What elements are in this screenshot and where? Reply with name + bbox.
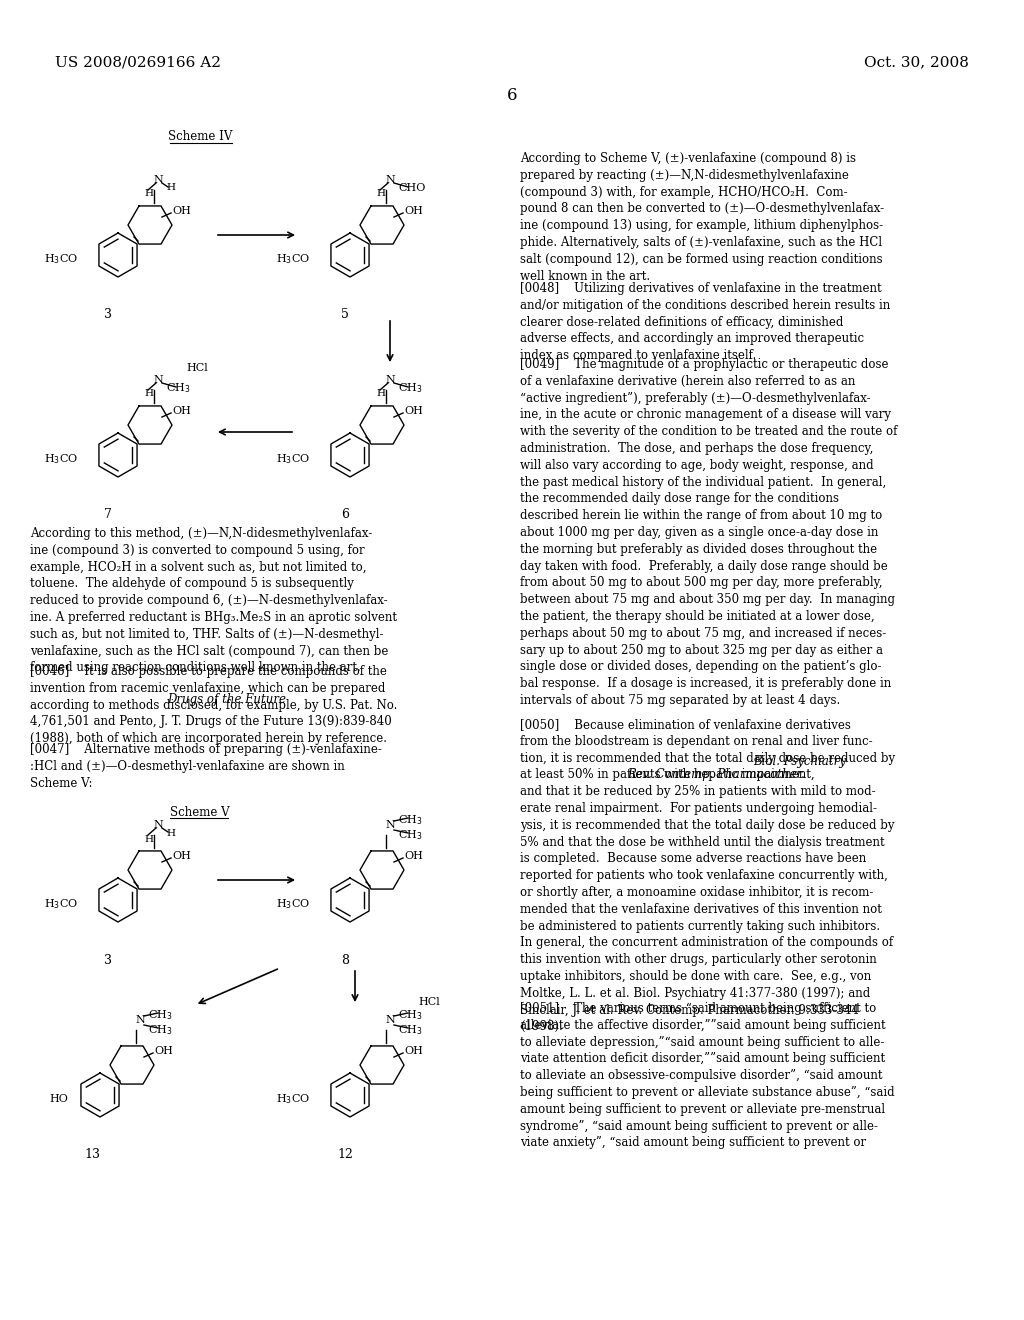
Text: [0046]    It is also possible to prepare the compounds of the
invention from rac: [0046] It is also possible to prepare th… [30, 665, 397, 746]
Text: H$_3$CO: H$_3$CO [275, 1092, 310, 1106]
Text: N: N [385, 820, 395, 830]
Text: US 2008/0269166 A2: US 2008/0269166 A2 [55, 55, 221, 69]
Text: CHO: CHO [398, 183, 425, 193]
Text: N: N [385, 1015, 395, 1026]
Text: 3: 3 [104, 953, 112, 966]
Text: 7: 7 [104, 508, 112, 521]
Text: 6: 6 [341, 508, 349, 521]
Text: OH: OH [404, 407, 423, 416]
Text: 6: 6 [507, 87, 517, 103]
Text: CH$_3$: CH$_3$ [398, 828, 423, 842]
Text: According to this method, (±)—N,N-didesmethylvenlafax-
ine (compound 3) is conve: According to this method, (±)—N,N-didesm… [30, 527, 397, 675]
Text: 3: 3 [104, 309, 112, 322]
Text: Drugs of the Future: Drugs of the Future [167, 693, 286, 706]
Text: CH$_3$: CH$_3$ [398, 1008, 423, 1022]
Text: Biol. Psychiatry: Biol. Psychiatry [753, 755, 846, 768]
Text: 13: 13 [84, 1148, 100, 1162]
Text: N: N [154, 375, 163, 385]
Text: CH$_3$: CH$_3$ [148, 1023, 173, 1038]
Text: Scheme V: Scheme V [170, 805, 229, 818]
Text: H: H [376, 389, 385, 399]
Text: H$_3$CO: H$_3$CO [275, 252, 310, 265]
Text: CH$_3$: CH$_3$ [398, 381, 423, 395]
Text: N: N [385, 375, 395, 385]
Text: OH: OH [154, 1045, 173, 1056]
Text: HO: HO [49, 1094, 68, 1104]
Text: N: N [385, 176, 395, 185]
Text: Rev. Contemp. Pharmacother.: Rev. Contemp. Pharmacother. [627, 768, 805, 781]
Text: CH$_3$: CH$_3$ [166, 381, 190, 395]
Text: H: H [376, 190, 385, 198]
Text: Oct. 30, 2008: Oct. 30, 2008 [864, 55, 969, 69]
Text: CH$_3$: CH$_3$ [148, 1008, 173, 1022]
Text: [0047]    Alternative methods of preparing (±)-venlafaxine-
:HCl and (±)—O-desme: [0047] Alternative methods of preparing … [30, 743, 382, 789]
Text: OH: OH [172, 407, 190, 416]
Text: H: H [144, 389, 153, 399]
Text: N: N [154, 820, 163, 830]
Text: N: N [154, 176, 163, 185]
Text: H$_3$CO: H$_3$CO [275, 898, 310, 911]
Text: 5: 5 [341, 309, 349, 322]
Text: H: H [144, 834, 153, 843]
Text: HCl: HCl [418, 997, 439, 1007]
Text: [0048]    Utilizing derivatives of venlafaxine in the treatment
and/or mitigatio: [0048] Utilizing derivatives of venlafax… [520, 282, 890, 362]
Text: N: N [135, 1015, 144, 1026]
Text: CH$_3$: CH$_3$ [398, 1023, 423, 1038]
Text: H: H [166, 829, 175, 837]
Text: H$_3$CO: H$_3$CO [44, 252, 78, 265]
Text: H: H [166, 183, 175, 193]
Text: OH: OH [404, 1045, 423, 1056]
Text: [0050]    Because elimination of venlafaxine derivatives
from the bloodstream is: [0050] Because elimination of venlafaxin… [520, 718, 895, 1034]
Text: OH: OH [172, 851, 190, 861]
Text: HCl: HCl [186, 363, 208, 374]
Text: [0051]    The various terms “said amount being sufficient to
alleviate the affec: [0051] The various terms “said amount be… [520, 1002, 895, 1150]
Text: [0049]    The magnitude of a prophylactic or therapeutic dose
of a venlafaxine d: [0049] The magnitude of a prophylactic o… [520, 358, 897, 708]
Text: CH$_3$: CH$_3$ [398, 813, 423, 826]
Text: H: H [144, 190, 153, 198]
Text: OH: OH [172, 206, 190, 216]
Text: OH: OH [404, 206, 423, 216]
Text: According to Scheme V, (±)-venlafaxine (compound 8) is
prepared by reacting (±)—: According to Scheme V, (±)-venlafaxine (… [520, 152, 884, 282]
Text: OH: OH [404, 851, 423, 861]
Text: 12: 12 [337, 1148, 353, 1162]
Text: H$_3$CO: H$_3$CO [275, 451, 310, 466]
Text: H$_3$CO: H$_3$CO [44, 451, 78, 466]
Text: Scheme IV: Scheme IV [168, 131, 232, 144]
Text: H$_3$CO: H$_3$CO [44, 898, 78, 911]
Text: 8: 8 [341, 953, 349, 966]
